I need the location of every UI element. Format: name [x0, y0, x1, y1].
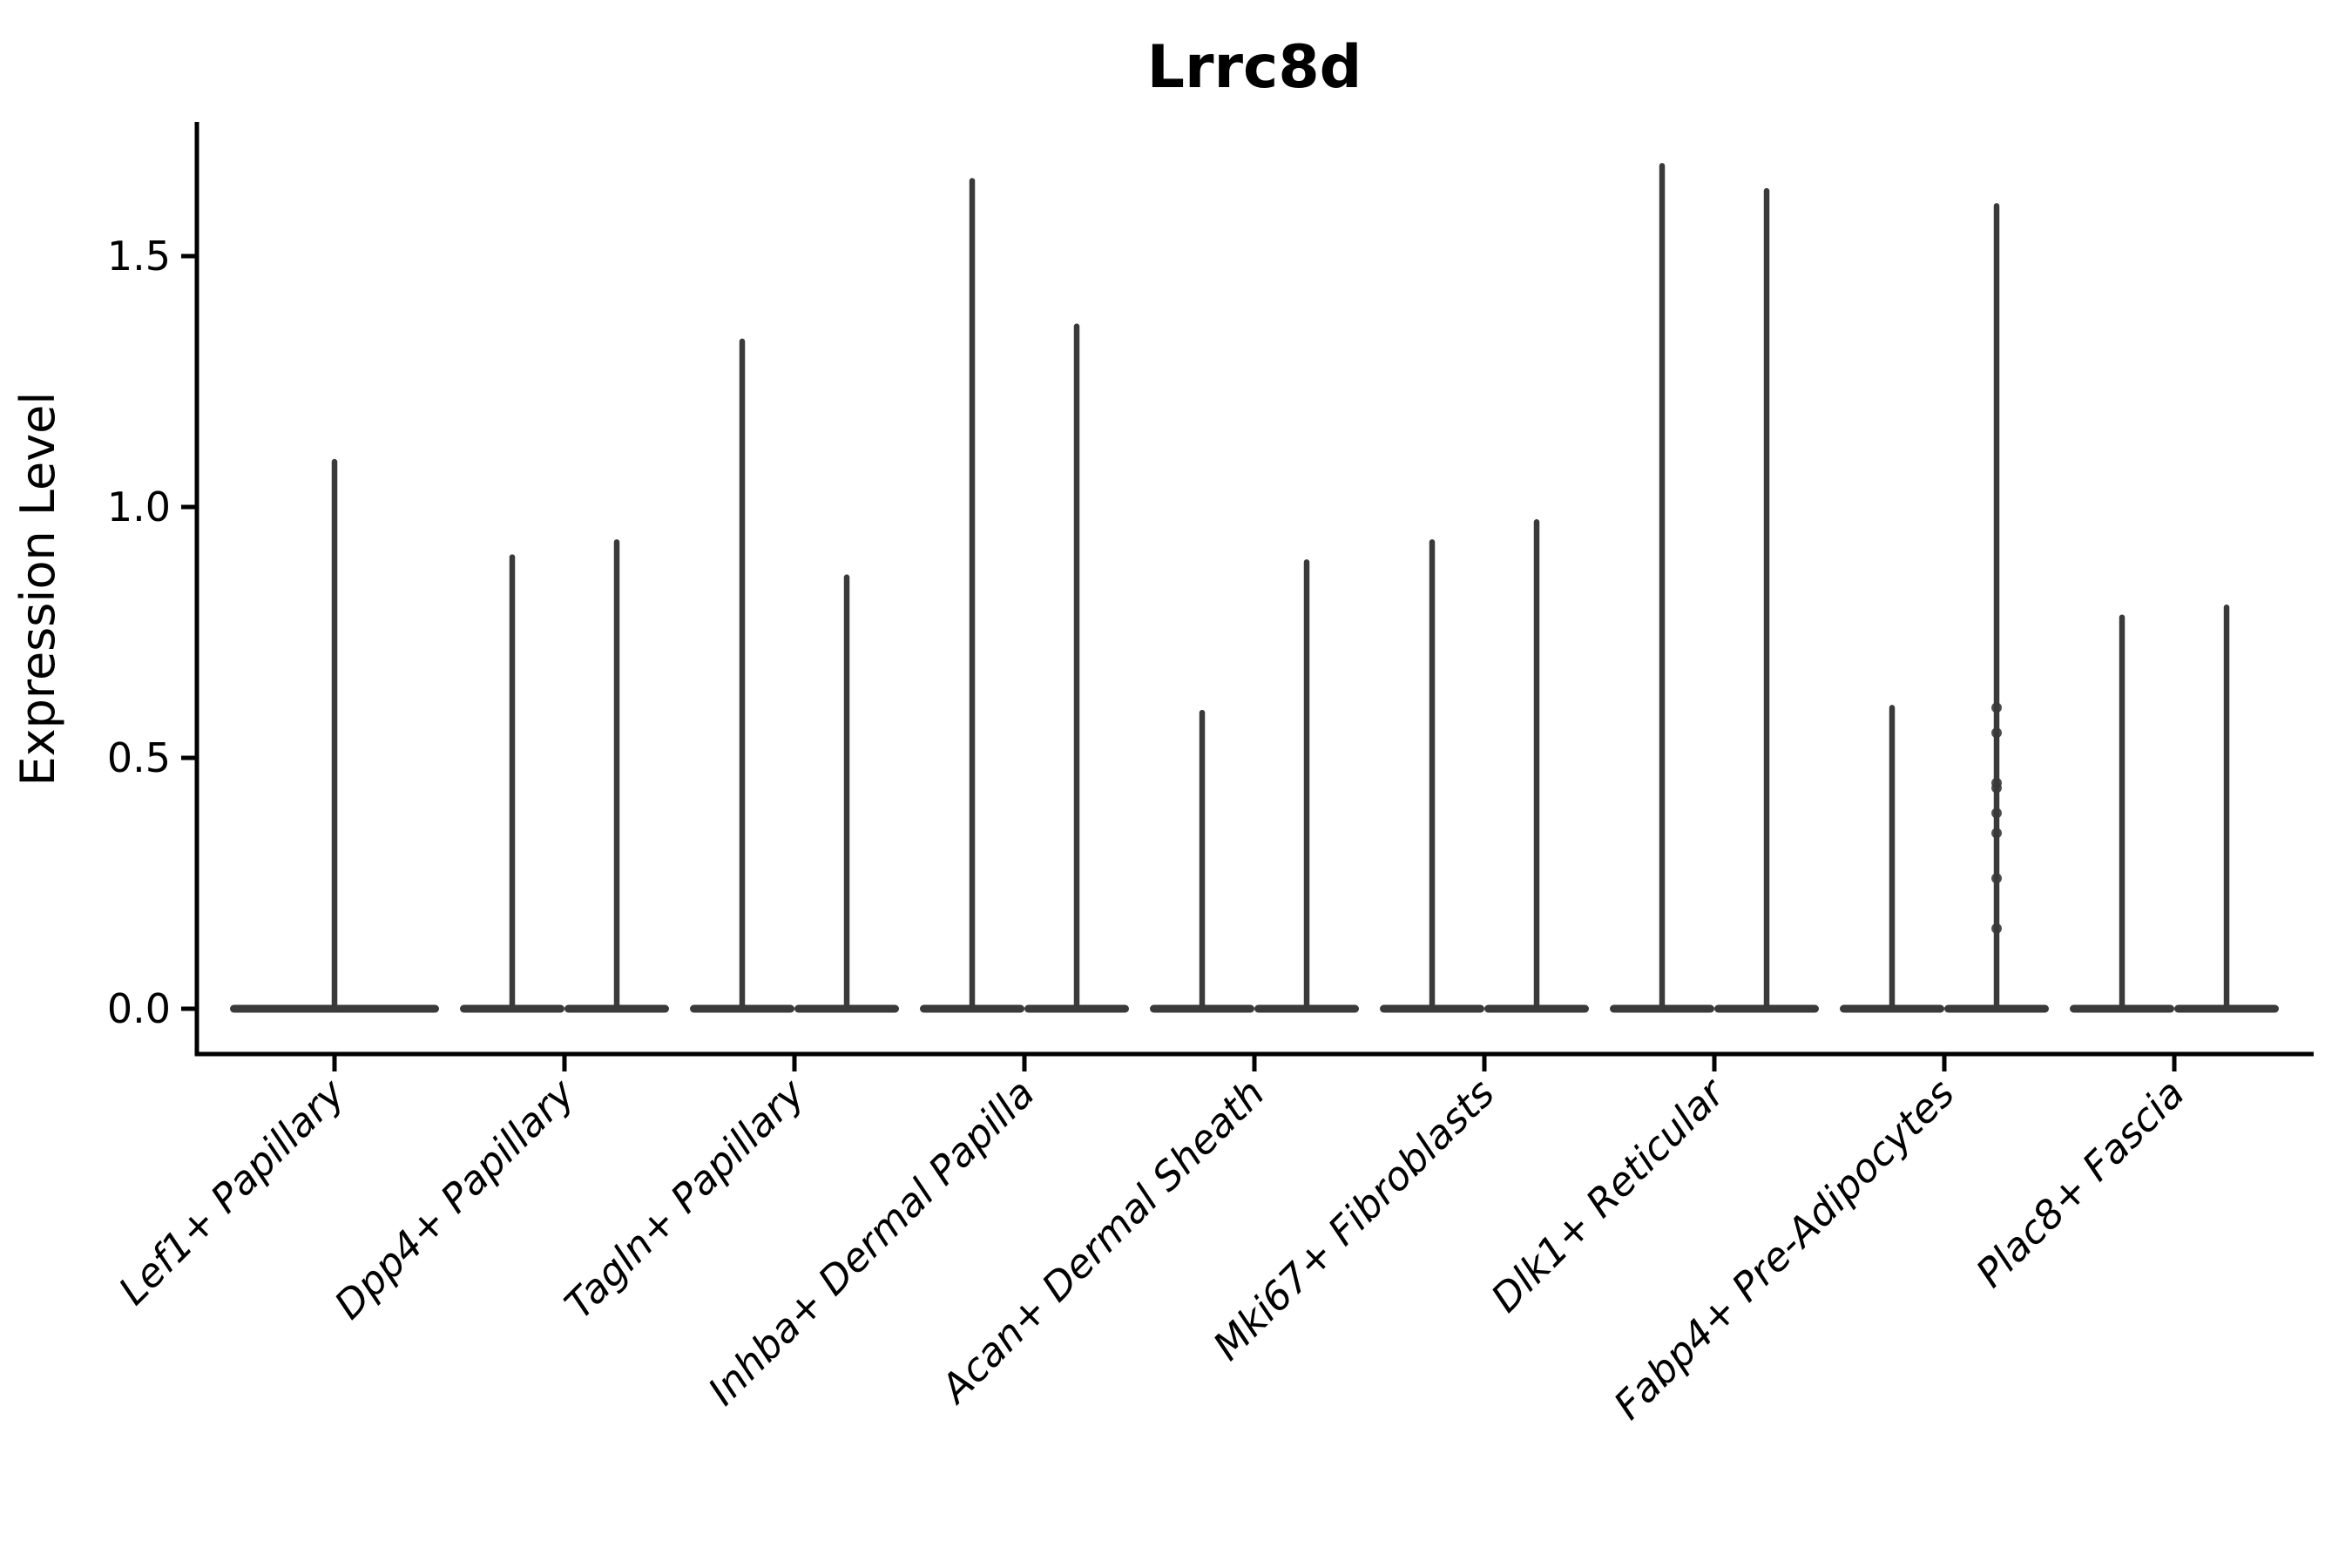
- x-tick-label: Dlk1+ Reticular: [1482, 1069, 1734, 1321]
- expression-point: [1991, 727, 2002, 739]
- expression-point: [1991, 923, 2002, 934]
- y-tick-label: 0.0: [107, 985, 171, 1032]
- y-tick-label: 0.5: [107, 734, 171, 781]
- expression-point: [1991, 828, 2002, 839]
- x-tick-label: Tagln+ Papillary: [556, 1069, 814, 1328]
- y-tick-label: 1.0: [107, 483, 171, 531]
- expression-point: [1991, 873, 2002, 884]
- y-axis-label: Expression Level: [10, 392, 65, 787]
- chart-title: Lrrc8d: [1147, 33, 1362, 102]
- x-tick-label: Plac8+ Fascia: [1967, 1070, 2193, 1296]
- expression-point: [1991, 782, 2002, 794]
- y-tick-label: 1.5: [107, 233, 171, 280]
- x-tick-label: Dpp4+ Papillary: [326, 1069, 585, 1328]
- x-tick-label: Lef1+ Papillary: [110, 1069, 355, 1314]
- expression-point: [1991, 702, 2002, 713]
- expression-point: [1991, 808, 2002, 819]
